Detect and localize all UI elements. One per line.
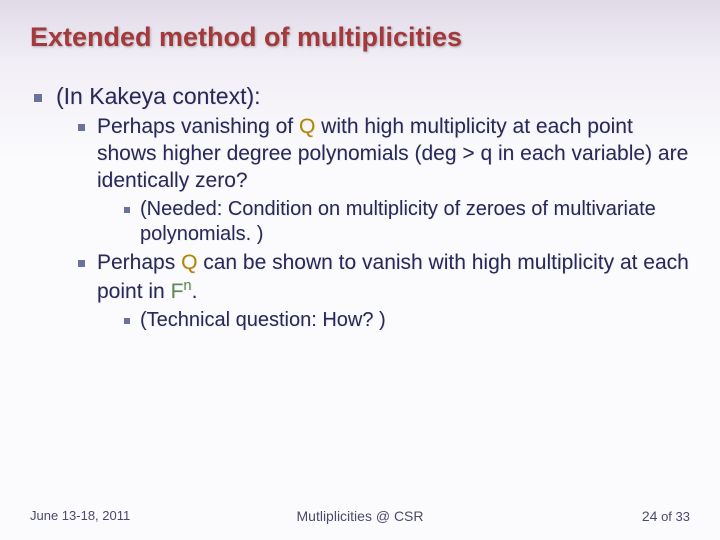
slide-body: (In Kakeya context): Perhaps vanishing o… bbox=[30, 83, 690, 333]
bullet-level3: (Technical question: How? ) bbox=[124, 308, 690, 334]
bullet-level3: (Needed: Condition on multiplicity of ze… bbox=[124, 197, 690, 248]
text-fragment: . bbox=[192, 280, 198, 303]
bullet-level1: (In Kakeya context): bbox=[34, 83, 690, 110]
text-F: F bbox=[171, 280, 184, 303]
text-fragment: Perhaps bbox=[97, 251, 181, 274]
bullet-text: (Needed: Condition on multiplicity of ze… bbox=[140, 197, 690, 248]
highlight-Q: Q bbox=[299, 115, 315, 138]
square-bullet-icon bbox=[124, 318, 130, 324]
slide: Extended method of multiplicities (In Ka… bbox=[0, 0, 720, 540]
highlight-Q: Q bbox=[181, 251, 197, 274]
square-bullet-icon bbox=[124, 207, 130, 213]
text-fragment: Perhaps vanishing of bbox=[97, 115, 299, 138]
superscript-n: n bbox=[183, 278, 191, 294]
slide-footer: June 13-18, 2011 Mutliplicities @ CSR 24… bbox=[0, 508, 720, 524]
bullet-level2: Perhaps vanishing of Q with high multipl… bbox=[78, 114, 690, 195]
page-current: 24 bbox=[642, 508, 658, 524]
square-bullet-icon bbox=[78, 260, 85, 267]
footer-title: Mutliplicities @ CSR bbox=[296, 508, 423, 524]
bullet-text: Perhaps Q can be shown to vanish with hi… bbox=[97, 250, 690, 306]
page-total: of 33 bbox=[657, 509, 690, 524]
bullet-text: Perhaps vanishing of Q with high multipl… bbox=[97, 114, 690, 195]
highlight-Fn: Fn bbox=[171, 280, 192, 303]
slide-title: Extended method of multiplicities bbox=[30, 22, 690, 53]
footer-date: June 13-18, 2011 bbox=[30, 508, 130, 524]
bullet-text: (In Kakeya context): bbox=[56, 83, 690, 110]
bullet-text: (Technical question: How? ) bbox=[140, 308, 690, 334]
page-number: 24 of 33 bbox=[642, 508, 690, 524]
square-bullet-icon bbox=[78, 124, 85, 131]
bullet-level2: Perhaps Q can be shown to vanish with hi… bbox=[78, 250, 690, 306]
square-bullet-icon bbox=[34, 94, 42, 102]
